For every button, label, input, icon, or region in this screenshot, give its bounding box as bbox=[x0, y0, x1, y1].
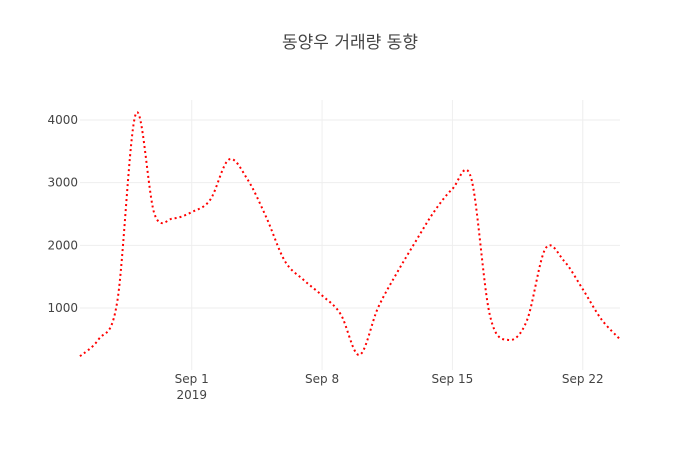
x-tick-sublabel: 2019 bbox=[176, 388, 207, 402]
x-tick-label: Sep 1 bbox=[175, 372, 209, 386]
x-axis-ticks: Sep 1 2019 Sep 8 Sep 15 Sep 22 bbox=[175, 372, 604, 402]
y-tick-label: 2000 bbox=[47, 238, 78, 252]
grid-lines bbox=[80, 100, 620, 370]
chart-title: 동양우 거래량 동향 bbox=[282, 33, 418, 53]
y-tick-label: 4000 bbox=[47, 113, 78, 127]
y-tick-label: 1000 bbox=[47, 301, 78, 315]
y-axis-ticks: 1000 2000 3000 4000 bbox=[47, 113, 78, 315]
y-tick-label: 3000 bbox=[47, 176, 78, 190]
x-tick-label: Sep 22 bbox=[562, 372, 604, 386]
x-tick-label: Sep 8 bbox=[305, 372, 339, 386]
series-layer bbox=[79, 111, 621, 358]
x-tick-label: Sep 15 bbox=[432, 372, 474, 386]
series-line bbox=[79, 111, 621, 358]
